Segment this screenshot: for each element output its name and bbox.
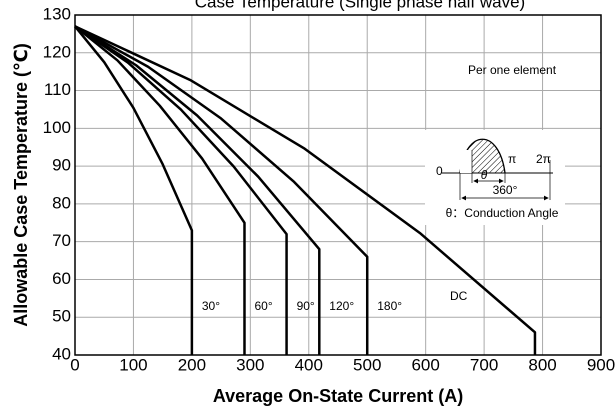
- x-tick-label: 0: [70, 355, 79, 374]
- y-tick-label: 130: [43, 4, 71, 23]
- y-tick-label: 90: [52, 156, 71, 175]
- curve: [74, 25, 194, 355]
- x-tick-label: 500: [353, 355, 381, 374]
- y-tick-label: 60: [52, 269, 71, 288]
- inset: Per one element 0 π 2π θ 360° θ：Conducti…: [425, 63, 565, 225]
- note: Per one element: [468, 63, 557, 77]
- period: 360°: [493, 183, 518, 197]
- y-tick-label: 100: [43, 118, 71, 137]
- x-tick-label: 200: [178, 355, 206, 374]
- x-tick-label: 800: [528, 355, 556, 374]
- y-tick-label: 80: [52, 193, 71, 212]
- two-pi: 2π: [536, 152, 551, 166]
- pi: π: [508, 152, 516, 166]
- x-tick-label: 700: [470, 355, 498, 374]
- curve: [74, 25, 246, 355]
- y-tick-label: 50: [52, 307, 71, 326]
- y-axis-title: Allowable Case Temperature (℃): [11, 43, 31, 327]
- x-axis-title: Average On-State Current (A): [213, 386, 463, 406]
- zero: 0: [436, 164, 443, 178]
- curve-label: DC: [450, 289, 468, 303]
- x-tick-label: 900: [587, 355, 615, 374]
- x-tick-label: 100: [119, 355, 147, 374]
- x-tick-label: 400: [295, 355, 323, 374]
- angle-legend: θ：Conduction Angle: [446, 206, 559, 220]
- y-tick-label: 40: [52, 344, 71, 363]
- theta: θ: [481, 168, 488, 182]
- y-tick-label: 110: [44, 80, 71, 99]
- x-tick-label: 300: [236, 355, 264, 374]
- curve: [74, 25, 321, 355]
- y-tick-label: 70: [52, 231, 71, 250]
- curve: [74, 25, 288, 355]
- x-tick-label: 600: [411, 355, 439, 374]
- mask: [460, 150, 472, 173]
- curve-label: 180°: [377, 299, 402, 313]
- chart-title: Case Temperature (Single phase half wave…: [195, 0, 525, 11]
- curve-label: 60°: [254, 299, 272, 313]
- curve-label: 30°: [202, 299, 220, 313]
- y-tick-label: 120: [43, 42, 71, 61]
- curve-label: 90°: [297, 299, 315, 313]
- plot-frame: [74, 14, 602, 356]
- curve: [74, 25, 537, 355]
- curves: 30° 60° 90° 120° 180° DC: [74, 25, 537, 355]
- curve: [74, 25, 369, 355]
- curve-label: 120°: [329, 299, 354, 313]
